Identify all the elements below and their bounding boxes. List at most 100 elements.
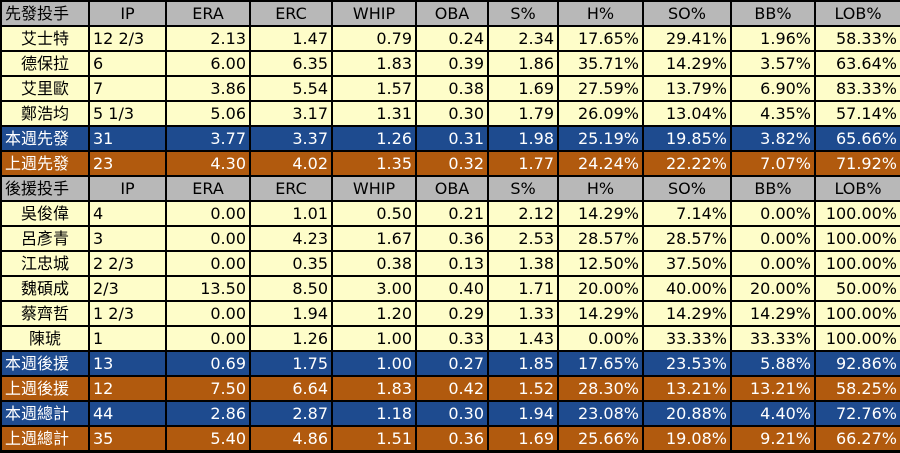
column-header: IP	[90, 2, 165, 25]
stat-cell-bb-pct: 3.57%	[732, 52, 814, 75]
stat-cell-ip: 4	[90, 202, 165, 225]
stat-cell-oba: 0.39	[417, 52, 487, 75]
stat-cell-ip: 13	[90, 352, 165, 375]
stat-cell-bb-pct: 5.88%	[732, 352, 814, 375]
stat-cell-so-pct: 33.33%	[644, 327, 730, 350]
column-header: WHIP	[333, 2, 415, 25]
stat-cell-erc: 1.75	[251, 352, 331, 375]
stat-cell-ip: 6	[90, 52, 165, 75]
stat-cell-lob-pct: 57.14%	[816, 102, 900, 125]
stat-cell-bb-pct: 4.35%	[732, 102, 814, 125]
stat-cell-whip: 1.67	[333, 227, 415, 250]
player-row: 呂彥青 3 0.00 4.23 1.67 0.36 2.53 28.57% 28.57% 0.00…	[2, 227, 900, 250]
summary-row: 上週先發 23 4.30 4.02 1.35 0.32 1.77 24.24% 22.22% 7.…	[2, 152, 900, 175]
stat-cell-h-pct: 25.19%	[559, 127, 642, 150]
stat-cell-bb-pct: 14.29%	[732, 302, 814, 325]
stat-cell-era: 0.69	[167, 352, 249, 375]
stat-cell-bb-pct: 0.00%	[732, 252, 814, 275]
player-name: 魏碩成	[2, 277, 88, 300]
stat-cell-oba: 0.42	[417, 377, 487, 400]
player-row: 蔡齊哲 1 2/3 0.00 1.94 1.20 0.29 1.33 14.29% 14.29%…	[2, 302, 900, 325]
stat-cell-so-pct: 13.04%	[644, 102, 730, 125]
player-row: 吳俊偉 4 0.00 1.01 0.50 0.21 2.12 14.29% 7.14% 0.00%…	[2, 202, 900, 225]
stat-cell-ip: 2/3	[90, 277, 165, 300]
stat-cell-h-pct: 17.65%	[559, 27, 642, 50]
column-header: LOB%	[816, 177, 900, 200]
stat-cell-ip: 1	[90, 327, 165, 350]
stat-cell-lob-pct: 100.00%	[816, 227, 900, 250]
stat-cell-whip: 1.31	[333, 102, 415, 125]
stat-cell-bb-pct: 13.21%	[732, 377, 814, 400]
stat-cell-oba: 0.40	[417, 277, 487, 300]
stat-cell-so-pct: 37.50%	[644, 252, 730, 275]
stat-cell-era: 5.06	[167, 102, 249, 125]
stat-cell-ip: 5 1/3	[90, 102, 165, 125]
stat-cell-whip: 1.35	[333, 152, 415, 175]
stat-cell-bb-pct: 7.07%	[732, 152, 814, 175]
stat-cell-erc: 1.01	[251, 202, 331, 225]
stat-cell-so-pct: 28.57%	[644, 227, 730, 250]
stat-cell-s-pct: 1.94	[489, 402, 557, 425]
stat-cell-oba: 0.32	[417, 152, 487, 175]
stat-cell-bb-pct: 4.40%	[732, 402, 814, 425]
summary-label: 上週後援	[2, 377, 88, 400]
stat-cell-lob-pct: 65.66%	[816, 127, 900, 150]
summary-label: 上週總計	[2, 427, 88, 450]
stat-cell-so-pct: 29.41%	[644, 27, 730, 50]
stat-cell-oba: 0.13	[417, 252, 487, 275]
stat-cell-bb-pct: 3.82%	[732, 127, 814, 150]
stat-cell-s-pct: 2.34	[489, 27, 557, 50]
stat-cell-bb-pct: 0.00%	[732, 202, 814, 225]
stat-cell-so-pct: 7.14%	[644, 202, 730, 225]
stat-cell-oba: 0.33	[417, 327, 487, 350]
player-name: 江忠城	[2, 252, 88, 275]
stat-cell-lob-pct: 63.64%	[816, 52, 900, 75]
column-header: H%	[559, 177, 642, 200]
stat-cell-lob-pct: 83.33%	[816, 77, 900, 100]
stat-cell-whip: 1.20	[333, 302, 415, 325]
stat-cell-era: 2.13	[167, 27, 249, 50]
summary-label: 本週後援	[2, 352, 88, 375]
stat-cell-so-pct: 19.85%	[644, 127, 730, 150]
stat-cell-erc: 6.35	[251, 52, 331, 75]
stat-cell-oba: 0.30	[417, 402, 487, 425]
player-row: 鄭浩均 5 1/3 5.06 3.17 1.31 0.30 1.79 26.09% 13.04%…	[2, 102, 900, 125]
player-name: 德保拉	[2, 52, 88, 75]
column-header: ERC	[251, 177, 331, 200]
stat-cell-so-pct: 13.79%	[644, 77, 730, 100]
stat-cell-whip: 1.83	[333, 377, 415, 400]
stat-cell-ip: 12 2/3	[90, 27, 165, 50]
column-header: SO%	[644, 177, 730, 200]
column-header: OBA	[417, 177, 487, 200]
stat-cell-whip: 1.57	[333, 77, 415, 100]
section-title: 先發投手	[2, 2, 88, 25]
stat-cell-lob-pct: 100.00%	[816, 302, 900, 325]
stat-cell-s-pct: 1.43	[489, 327, 557, 350]
player-name: 吳俊偉	[2, 202, 88, 225]
stat-cell-s-pct: 1.85	[489, 352, 557, 375]
stat-cell-oba: 0.30	[417, 102, 487, 125]
summary-label: 上週先發	[2, 152, 88, 175]
column-header: BB%	[732, 2, 814, 25]
stat-cell-erc: 1.26	[251, 327, 331, 350]
stat-cell-s-pct: 1.98	[489, 127, 557, 150]
stat-cell-so-pct: 14.29%	[644, 52, 730, 75]
stat-cell-so-pct: 40.00%	[644, 277, 730, 300]
column-header: ERA	[167, 2, 249, 25]
section-header-row: 後援投手 IP ERA ERC WHIP OBA S% H% SO% BB% LOB%	[2, 177, 900, 200]
stat-cell-s-pct: 1.86	[489, 52, 557, 75]
column-header: S%	[489, 2, 557, 25]
stat-cell-h-pct: 20.00%	[559, 277, 642, 300]
stat-cell-era: 5.40	[167, 427, 249, 450]
stat-cell-s-pct: 1.52	[489, 377, 557, 400]
player-row: 江忠城 2 2/3 0.00 0.35 0.38 0.13 1.38 12.50% 37.50%…	[2, 252, 900, 275]
stat-cell-so-pct: 23.53%	[644, 352, 730, 375]
stat-cell-whip: 0.79	[333, 27, 415, 50]
column-header: WHIP	[333, 177, 415, 200]
player-name: 艾里歐	[2, 77, 88, 100]
summary-row: 上週總計 35 5.40 4.86 1.51 0.36 1.69 25.66% 19.08% 9.…	[2, 427, 900, 450]
stat-cell-bb-pct: 33.33%	[732, 327, 814, 350]
stat-cell-whip: 1.26	[333, 127, 415, 150]
player-row: 德保拉 6 6.00 6.35 1.83 0.39 1.86 35.71% 14.29% 3.57…	[2, 52, 900, 75]
